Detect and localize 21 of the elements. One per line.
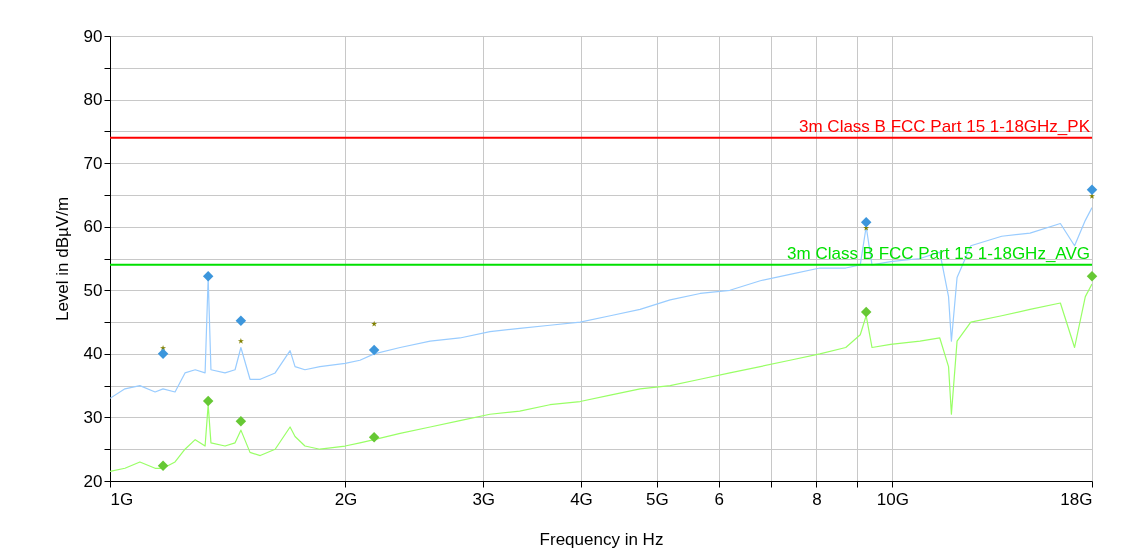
y-tick-label: 50 [83, 280, 103, 300]
x-tick-label: 2G [334, 489, 358, 509]
y-tick-label: 20 [83, 471, 103, 491]
ref-line-label: 3m Class B FCC Part 15 1-18GHz_AVG [787, 243, 1090, 263]
x-tick-label: 10G [876, 489, 909, 509]
x-axis-title: Frequency in Hz [539, 529, 664, 549]
y-tick-label: 30 [83, 407, 103, 427]
x-tick-label: 1G [110, 489, 134, 509]
y-tick-label: 80 [83, 90, 103, 110]
x-tick-label: 6 [714, 489, 724, 509]
y-tick-label: 70 [83, 153, 103, 173]
y-tick-label: 40 [83, 344, 103, 364]
x-tick-label: 3G [472, 489, 496, 509]
x-tick-label: 18G [1060, 489, 1093, 509]
y-axis-title: Level in dBµV/m [52, 196, 72, 322]
y-tick-label: 90 [83, 26, 103, 46]
y-tick-label: 60 [83, 217, 103, 237]
ref-line-label: 3m Class B FCC Part 15 1-18GHz_PK [799, 116, 1091, 136]
x-tick-label: 5G [645, 489, 669, 509]
x-tick-label: 4G [570, 489, 593, 509]
x-tick-label: 8 [812, 489, 822, 509]
